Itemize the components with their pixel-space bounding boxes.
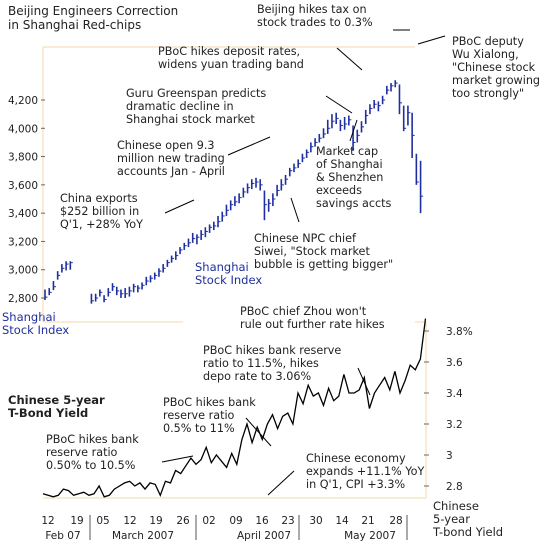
stock-y-tick-label: 4,200 (8, 95, 38, 107)
x-day-label: 23 (281, 515, 294, 527)
stock-annotation: Chinese open 9.3 million new trading accou… (117, 139, 225, 178)
bond-y-tick-label: 3.4 (446, 388, 463, 400)
x-day-label: 21 (361, 515, 374, 527)
bond-annotation-leader (245, 417, 272, 447)
bond-y-tick-label: 2.8 (446, 481, 463, 493)
bond-y-tick-label: 3.2 (446, 419, 463, 431)
stock-y-tick-label: 3,400 (8, 208, 38, 220)
stock-annotation-leader (164, 199, 195, 214)
annotations: Beijing hikes tax on stock trades to 0.3%… (46, 3, 540, 491)
stock-y-tick-label: 3,000 (8, 265, 38, 277)
x-day-label: 16 (255, 515, 269, 527)
bond-axis-label: Chinese 5-year T-bond Yield (432, 499, 503, 539)
stock-series-label: Shanghai Stock Index (195, 260, 262, 287)
stock-annotation-leader (336, 47, 363, 71)
stock-annotation-leader (417, 35, 446, 45)
stock-axis-label: Shanghai Stock Index (2, 310, 69, 337)
bond-y-tick-label: 3.8% (446, 326, 473, 338)
stock-annotation-leader (290, 197, 300, 223)
x-day-label: 02 (202, 515, 215, 527)
x-day-label: 05 (96, 515, 109, 527)
x-month-label: Feb 07 (45, 530, 80, 542)
bond-line-path (42, 318, 427, 498)
stock-y-tick-label: 2,800 (8, 293, 38, 305)
bond-annotation: PBoC hikes bank reserve ratio 0.50% to 10.… (46, 433, 139, 472)
stock-y-ticks: 2,800 3,000 3,200 3,400 3,600 3,800 4,000 4,200 (8, 95, 45, 305)
annotation-leaders (161, 29, 446, 496)
bond-annotation: Chinese economy expands +11.1% YoY in Q'1,… (306, 452, 425, 491)
stock-annotation: China exports $252 billion in Q'1, +28% Yo… (60, 192, 143, 231)
chart-title: Beijing Engineers Correction in Shanghai … (8, 4, 178, 32)
x-day-label: 28 (389, 515, 402, 527)
stock-annotation: PBoC deputy Wu Xialong, "Chinese stock mark… (452, 35, 540, 100)
stock-y-tick-label: 3,800 (8, 152, 38, 164)
bond-annotation-leader (267, 470, 295, 496)
bond-line (42, 318, 427, 498)
stock-annotation: Chinese NPC chief Siwei, "Stock market bub… (254, 232, 393, 271)
stock-annotation-leader (325, 95, 353, 114)
stock-annotation: Market cap of Shanghai & Shenzhen exceeds sa… (316, 145, 392, 210)
stock-y-tick-label: 3,200 (8, 236, 38, 248)
stock-bars (44, 80, 424, 304)
bond-title: Chinese 5-year T-Bond Yield (8, 393, 105, 420)
x-day-label: 30 (309, 515, 322, 527)
bond-annotation: PBoC hikes bank reserve ratio to 11.5%, h… (203, 344, 341, 383)
bond-annotation-leader (357, 367, 371, 396)
bond-annotation-leader (161, 455, 194, 463)
stock-annotation: Guru Greenspan predicts dramatic decline … (126, 87, 266, 126)
x-day-label: 09 (229, 515, 242, 527)
bond-y-tick-label: 3 (446, 450, 453, 462)
stock-annotation-leader (227, 136, 271, 156)
stock-annotation-leader (349, 119, 358, 142)
stock-y-tick-label: 3,600 (8, 180, 38, 192)
x-month-label: May 2007 (344, 530, 396, 542)
x-month-label: March 2007 (112, 530, 174, 542)
x-day-label: 19 (70, 515, 83, 527)
stock-annotation: Beijing hikes tax on stock trades to 0.3% (257, 3, 373, 29)
x-day-label: 26 (176, 515, 190, 527)
bond-y-tick-label: 3.6 (446, 357, 463, 369)
x-month-label: April 2007 (237, 530, 291, 542)
x-axis: 12 19 05 12 19 26 02 09 16 23 30 14 21 28 Feb 07 March … (41, 515, 408, 542)
bond-annotation: PBoC hikes bank reserve ratio 0.5% to 11% (163, 396, 256, 435)
bond-y-ticks: 2.8 3 3.2 3.4 3.6 3.8% (424, 326, 473, 493)
x-day-label: 14 (335, 515, 349, 527)
stock-y-tick-label: 4,000 (8, 123, 38, 135)
bond-annotation: PBoC chief Zhou won't rule out further ra… (240, 305, 385, 331)
stock-annotation: PBoC hikes deposit rates, widens yuan tra… (158, 45, 304, 71)
x-day-label: 12 (41, 515, 54, 527)
x-day-label: 12 (123, 515, 136, 527)
x-day-label: 19 (149, 515, 162, 527)
